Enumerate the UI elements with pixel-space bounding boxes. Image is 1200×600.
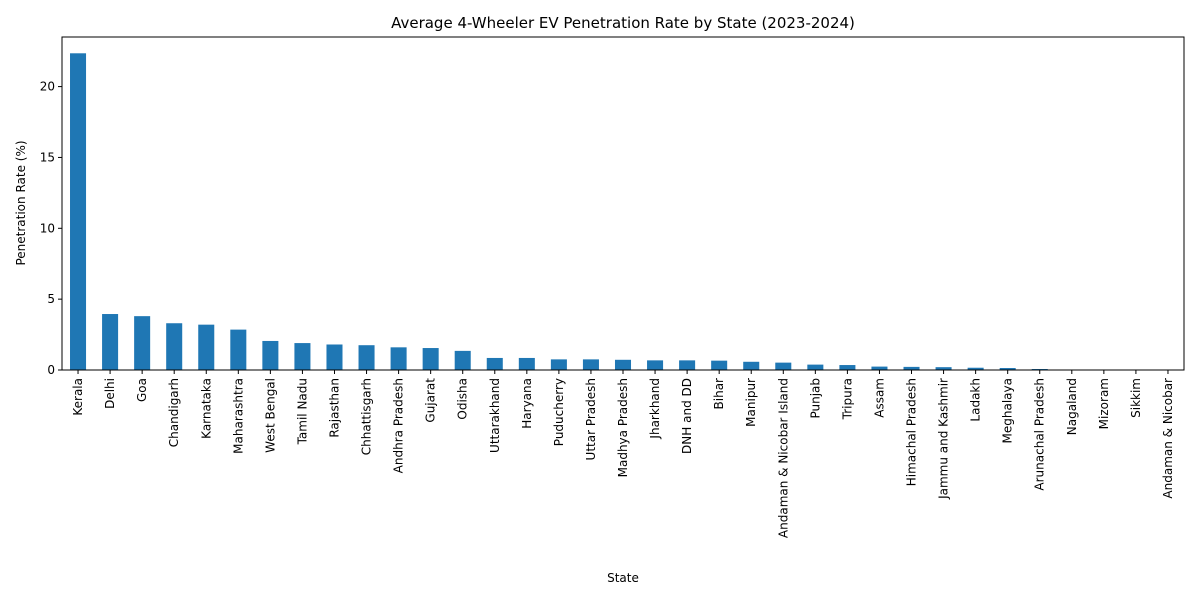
- x-tick-label: Kerala: [71, 378, 85, 416]
- x-tick-label: Uttarakhand: [488, 378, 502, 453]
- y-tick-label: 15: [40, 150, 55, 164]
- bar: [614, 359, 632, 370]
- bar: [711, 360, 728, 370]
- x-tick-label: Ladakh: [969, 378, 983, 422]
- x-tick-label: Delhi: [103, 378, 117, 409]
- bars-group: [70, 53, 1048, 370]
- bar: [326, 344, 343, 370]
- x-tick-label: Manipur: [744, 378, 758, 427]
- x-axis: Kerala Delhi Goa Chandigarh Karnataka Maharas…: [71, 370, 1175, 538]
- x-tick-label: Meghalaya: [1001, 378, 1015, 443]
- bar: [807, 364, 824, 370]
- bar: [134, 316, 151, 370]
- x-tick-label: Bihar: [712, 378, 726, 410]
- y-tick-label: 0: [47, 363, 55, 377]
- bar: [903, 366, 920, 370]
- x-tick-label: Puducherry: [552, 378, 566, 446]
- x-tick-label: Uttar Pradesh: [584, 378, 598, 460]
- x-tick-label: Rajasthan: [327, 378, 341, 438]
- x-tick-label: Chandigarh: [167, 378, 181, 447]
- y-axis-label: Penetration Rate (%): [14, 140, 28, 265]
- x-tick-label: Tripura: [840, 378, 854, 420]
- bar: [102, 314, 119, 370]
- x-axis-label: State: [607, 571, 639, 585]
- x-tick-label: Chhattisgarh: [360, 378, 374, 455]
- x-tick-label: Jammu and Kashmir: [937, 378, 951, 500]
- x-tick-label: Madhya Pradesh: [616, 378, 630, 477]
- x-tick-label: Maharashtra: [231, 378, 245, 454]
- bar: [935, 367, 952, 370]
- bar: [775, 362, 792, 370]
- bar: [358, 345, 375, 370]
- bar: [647, 360, 664, 370]
- bar: [70, 53, 87, 370]
- bar: [679, 360, 696, 370]
- x-tick-label: West Bengal: [263, 378, 277, 453]
- bar: [198, 324, 215, 370]
- x-tick-label: Andaman & Nicobar: [1161, 378, 1175, 499]
- y-axis: 0 5 10 15 20: [40, 80, 62, 377]
- bar: [582, 359, 599, 370]
- x-tick-label: Mizoram: [1097, 378, 1111, 429]
- bar: [967, 367, 984, 370]
- x-tick-label: Gujarat: [424, 378, 438, 423]
- x-tick-label: Nagaland: [1065, 378, 1079, 435]
- x-tick-label: Andhra Pradesh: [392, 378, 406, 473]
- x-tick-label: Arunachal Pradesh: [1033, 378, 1047, 491]
- chart-title: Average 4-Wheeler EV Penetration Rate by…: [391, 14, 855, 32]
- x-tick-label: Haryana: [520, 378, 534, 429]
- plot-frame: [61, 36, 1185, 371]
- bar: [262, 340, 279, 370]
- y-tick-label: 20: [40, 80, 55, 94]
- bar: [166, 323, 183, 370]
- bar: [743, 361, 760, 370]
- bar: [999, 368, 1016, 370]
- bar: [230, 329, 247, 370]
- x-tick-label: Andaman & Nicobar Island: [776, 378, 790, 538]
- bar: [454, 350, 471, 370]
- y-tick-label: 5: [47, 292, 55, 306]
- x-tick-label: Jharkhand: [648, 378, 662, 440]
- bar: [550, 359, 567, 370]
- bar: [839, 365, 856, 370]
- bar: [486, 357, 503, 370]
- x-tick-label: Assam: [872, 378, 886, 418]
- x-tick-label: Punjab: [808, 378, 822, 419]
- bar: [422, 348, 439, 370]
- x-tick-label: DNH and DD: [680, 378, 694, 454]
- x-tick-label: Tamil Nadu: [295, 378, 309, 445]
- x-tick-label: Goa: [135, 378, 149, 402]
- bar: [871, 366, 888, 370]
- x-tick-label: Sikkim: [1129, 378, 1143, 418]
- bar: [390, 347, 407, 370]
- x-tick-label: Karnataka: [199, 378, 213, 439]
- y-tick-label: 10: [40, 221, 55, 235]
- bar: [294, 343, 311, 370]
- x-tick-label: Odisha: [456, 378, 470, 420]
- x-tick-label: Himachal Pradesh: [905, 378, 919, 486]
- bar: [518, 357, 535, 370]
